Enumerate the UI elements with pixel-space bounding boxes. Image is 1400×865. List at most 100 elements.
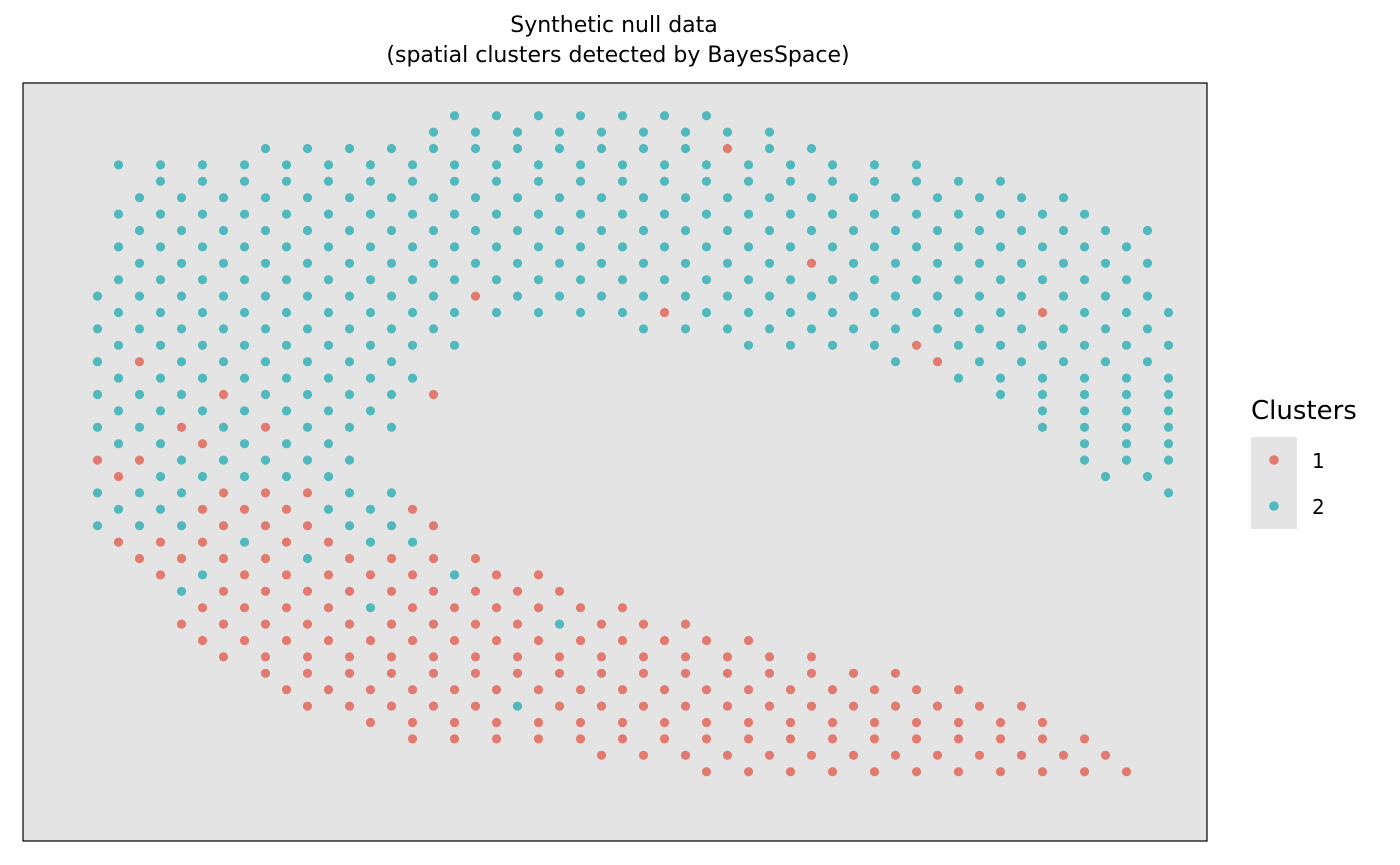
spot-cluster-1 [701,717,712,728]
spot-cluster-2 [281,340,292,350]
spot-cluster-2 [764,324,775,334]
spot-cluster-1 [428,701,439,711]
spot-cluster-1 [449,635,460,646]
spot-cluster-2 [155,209,166,219]
spot-cluster-1 [911,717,922,728]
spot-cluster-1 [575,685,586,695]
spot-cluster-1 [470,652,481,662]
spot-cluster-1 [302,586,313,596]
spot-cluster-2 [386,193,397,203]
spot-cluster-2 [785,176,796,186]
spot-cluster-1 [323,570,334,580]
spot-cluster-2 [1058,291,1069,301]
spot-cluster-2 [176,357,187,367]
spot-cluster-2 [1079,373,1090,383]
spot-cluster-1 [743,767,754,777]
spot-cluster-1 [701,685,712,695]
spot-cluster-2 [386,143,397,154]
spot-cluster-2 [491,275,502,285]
spot-cluster-2 [176,586,187,596]
spot-cluster-2 [554,291,565,301]
spot-cluster-1 [764,701,775,711]
spot-cluster-1 [344,652,355,662]
spot-cluster-2 [638,324,649,334]
spot-cluster-2 [281,373,292,383]
spot-cluster-2 [344,193,355,203]
spot-cluster-2 [449,209,460,219]
spot-cluster-2 [449,176,460,186]
spot-cluster-2 [365,275,376,285]
spot-cluster-2 [176,389,187,400]
spot-cluster-2 [218,291,229,301]
spot-cluster-2 [134,389,145,400]
spot-cluster-2 [1100,471,1111,482]
spot-cluster-2 [449,242,460,252]
spot-cluster-2 [974,324,985,334]
spot-cluster-1 [995,767,1006,777]
spot-cluster-2 [323,176,334,186]
legend-title: Clusters [1251,396,1357,426]
spot-cluster-1 [953,685,964,695]
spot-cluster-2 [701,242,712,252]
spot-cluster-2 [470,225,481,236]
spot-cluster-2 [701,209,712,219]
spot-cluster-2 [281,471,292,482]
spot-cluster-2 [134,193,145,203]
spot-cluster-1 [386,668,397,678]
spot-cluster-1 [428,553,439,564]
spot-cluster-2 [1100,324,1111,334]
spot-cluster-2 [743,242,754,252]
spot-cluster-1 [260,619,271,629]
spot-cluster-2 [386,258,397,268]
spot-cluster-2 [449,111,460,121]
spot-cluster-1 [323,603,334,613]
plot-panel [22,82,1208,842]
spot-cluster-2 [1079,422,1090,432]
spot-cluster-2 [302,553,313,564]
spot-cluster-1 [218,586,229,596]
spot-cluster-1 [176,619,187,629]
spot-cluster-2 [344,422,355,432]
spot-cluster-2 [155,160,166,170]
spot-cluster-2 [365,406,376,416]
spot-cluster-2 [932,193,943,203]
spot-cluster-1 [344,619,355,629]
spot-cluster-2 [344,225,355,236]
spot-cluster-1 [785,717,796,728]
spot-cluster-2 [617,275,628,285]
spot-cluster-2 [260,258,271,268]
spot-cluster-2 [428,143,439,154]
spot-cluster-2 [491,176,502,186]
spot-cluster-2 [596,143,607,154]
spot-cluster-2 [239,340,250,350]
spot-cluster-1 [260,553,271,564]
spot-cluster-2 [827,176,838,186]
spot-cluster-2 [491,160,502,170]
spot-cluster-2 [722,127,733,137]
spot-cluster-2 [386,324,397,334]
spot-cluster-2 [218,225,229,236]
spot-cluster-1 [365,635,376,646]
spot-cluster-1 [1037,734,1048,744]
spot-cluster-1 [806,652,817,662]
spot-cluster-2 [911,176,922,186]
spot-cluster-2 [491,242,502,252]
spot-cluster-2 [680,324,691,334]
spot-cluster-2 [722,225,733,236]
spot-cluster-2 [1163,439,1174,449]
spot-cluster-2 [827,340,838,350]
spot-cluster-2 [911,307,922,318]
spot-cluster-1 [155,570,166,580]
spot-cluster-1 [533,734,544,744]
spot-cluster-2 [407,307,418,318]
spot-cluster-2 [995,275,1006,285]
spot-cluster-2 [92,324,103,334]
spot-cluster-2 [848,258,859,268]
spot-cluster-2 [995,389,1006,400]
spot-cluster-2 [302,143,313,154]
spot-cluster-2 [1121,275,1132,285]
spot-cluster-1 [869,717,880,728]
spot-cluster-1 [1037,307,1048,318]
spot-cluster-2 [701,176,712,186]
spot-cluster-1 [386,652,397,662]
